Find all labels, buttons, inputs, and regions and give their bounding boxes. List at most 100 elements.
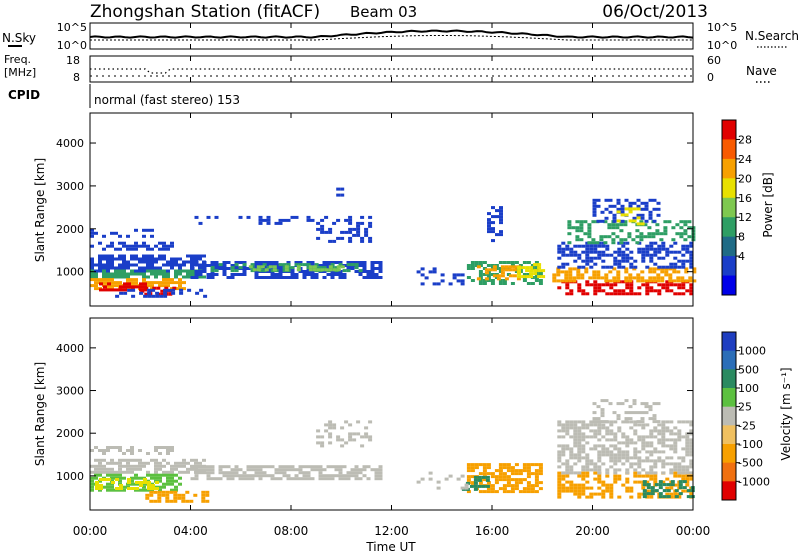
data-cell: [499, 215, 503, 219]
data-cell: [302, 273, 307, 276]
data-cell: [282, 263, 287, 267]
data-cell: [202, 458, 206, 462]
data-cell: [665, 253, 670, 257]
data-cell: [286, 276, 291, 279]
data-cell: [620, 213, 625, 217]
data-cell: [162, 278, 166, 282]
data-cell: [609, 423, 614, 427]
data-cell: [130, 446, 134, 449]
data-cell: [90, 470, 94, 474]
data-cell: [218, 263, 223, 267]
data-cell: [506, 469, 511, 473]
data-cell: [641, 259, 646, 263]
data-cell: [131, 294, 136, 298]
data-cell: [647, 226, 652, 230]
data-cell: [581, 477, 586, 481]
data-cell: [615, 223, 620, 227]
data-cell: [218, 471, 223, 475]
data-cell: [226, 276, 231, 279]
data-cell: [605, 486, 610, 490]
data-cell: [492, 268, 497, 272]
data-cell: [310, 218, 315, 222]
data-cell: [605, 432, 610, 436]
x-axis-label: Time UT: [365, 540, 416, 554]
data-cell: [592, 270, 597, 274]
data-cell: [201, 490, 206, 494]
data-cell: [110, 272, 114, 276]
data-cell: [625, 292, 630, 296]
data-cell: [672, 270, 677, 274]
data-cell: [194, 458, 198, 462]
data-cell: [174, 257, 178, 261]
data-cell: [370, 261, 375, 264]
data-cell: [234, 471, 239, 475]
data-cell: [170, 266, 174, 270]
data-cell: [122, 470, 126, 474]
data-cell: [661, 441, 666, 445]
data-cell: [138, 476, 142, 480]
data-cell: [123, 282, 127, 286]
data-cell: [350, 471, 355, 475]
data-cell: [601, 250, 606, 254]
data-cell: [577, 420, 582, 424]
data-cell: [490, 484, 495, 488]
data-cell: [306, 270, 311, 273]
data-cell: [677, 265, 682, 269]
data-cell: [625, 441, 630, 445]
data-cell: [165, 490, 170, 494]
data-cell: [657, 423, 662, 427]
data-cell: [645, 489, 650, 493]
data-cell: [102, 254, 106, 258]
data-cell: [332, 423, 337, 427]
data-cell: [318, 471, 323, 475]
data-cell: [90, 272, 94, 276]
nave-tick-top: 60: [707, 54, 721, 67]
data-cell: [162, 470, 166, 474]
data-cell: [592, 417, 597, 421]
data-cell: [592, 402, 597, 406]
data-cell: [617, 474, 622, 478]
data-cell: [685, 471, 690, 475]
data-cell: [258, 218, 263, 222]
data-cell: [661, 435, 666, 439]
data-cell: [649, 259, 654, 263]
data-cell: [162, 485, 166, 489]
data-cell: [677, 438, 682, 442]
data-cell: [181, 496, 186, 500]
data-cell: [242, 261, 247, 264]
data-cell: [522, 279, 527, 282]
data-cell: [254, 474, 259, 478]
data-cell: [512, 268, 517, 272]
data-cell: [230, 468, 235, 472]
data-cell: [616, 414, 621, 418]
data-cell: [569, 426, 574, 430]
data-cell: [661, 438, 666, 442]
data-cell: [557, 420, 562, 424]
data-cell: [656, 201, 661, 205]
data-cell: [302, 276, 307, 279]
data-cell: [565, 486, 570, 490]
data-cell: [150, 458, 154, 462]
data-cell: [685, 477, 690, 481]
data-cell: [661, 241, 666, 245]
data-cell: [364, 435, 369, 439]
data-cell: [150, 228, 154, 232]
data-cell: [198, 221, 203, 225]
data-cell: [518, 490, 523, 494]
data-cell: [569, 423, 574, 427]
data-cell: [557, 489, 562, 493]
data-cell: [658, 486, 663, 490]
data-cell: [154, 281, 158, 285]
data-cell: [585, 244, 590, 248]
data-cell: [601, 283, 606, 287]
data-cell: [340, 230, 345, 234]
data-cell: [106, 260, 110, 264]
data-cell: [642, 495, 647, 499]
data-cell: [98, 479, 102, 483]
data-cell: [640, 216, 645, 220]
data-cell: [118, 257, 122, 261]
data-cell: [510, 487, 515, 491]
data-cell: [150, 476, 154, 480]
data-cell: [173, 490, 178, 494]
data-cell: [581, 432, 586, 436]
